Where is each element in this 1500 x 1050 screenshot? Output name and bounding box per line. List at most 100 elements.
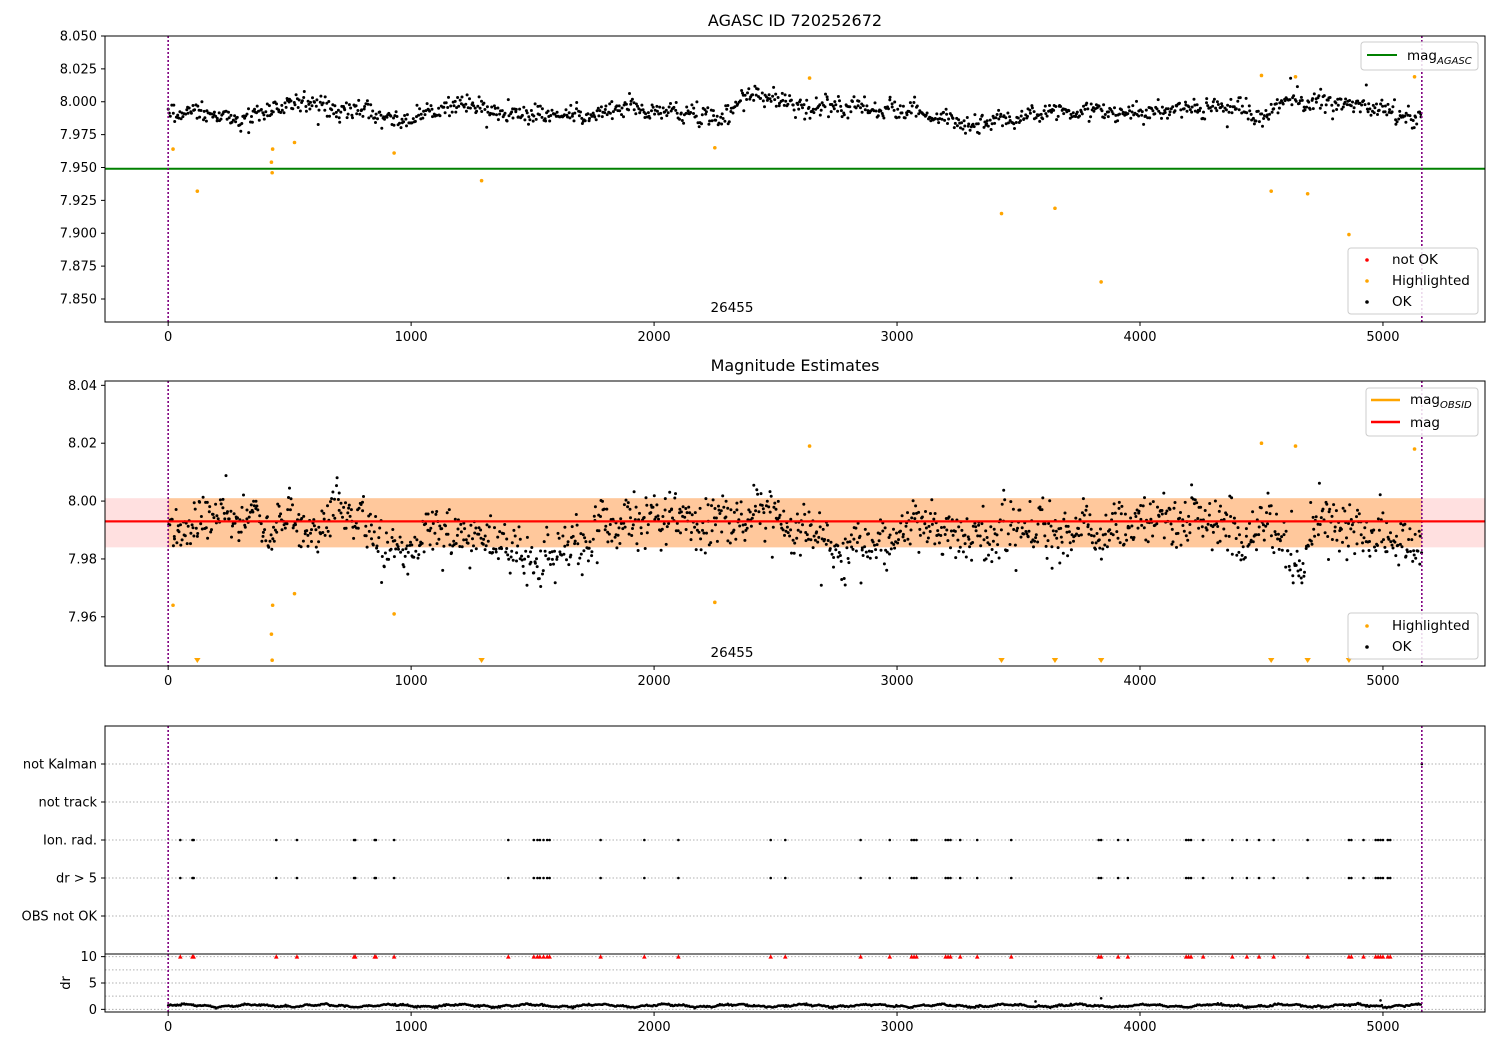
magnitude-ok-point	[795, 512, 799, 516]
magnitude-ok-point	[1108, 528, 1112, 532]
agasc-ok-point	[446, 106, 450, 109]
dr-limit-marker	[178, 954, 183, 959]
agasc-ok-point	[1206, 104, 1210, 108]
agasc-ok-point	[181, 115, 185, 119]
agasc-ok-point	[1026, 114, 1029, 118]
magnitude-ok-point	[412, 555, 416, 559]
agasc-ok-point	[196, 104, 200, 108]
legend-not-ok-marker	[1365, 258, 1369, 262]
dr-flag-point	[1257, 876, 1261, 880]
agasc-ok-point	[245, 112, 249, 116]
agasc-ok-point	[1215, 109, 1219, 113]
magnitude-ok-point	[344, 501, 347, 505]
agasc-ok-point	[736, 102, 740, 106]
agasc-ok-point	[769, 99, 773, 103]
magnitude-ok-point	[932, 517, 936, 521]
magnitude-ok-point	[1058, 561, 1062, 565]
agasc-ok-point	[599, 105, 603, 109]
dr-limit-marker	[273, 954, 279, 959]
magnitude-ok-point	[1237, 550, 1241, 554]
dr-limit-marker	[1361, 954, 1366, 959]
agasc-ok-point	[1375, 102, 1378, 106]
agasc-ok-point	[767, 93, 771, 97]
flag-label: not track	[38, 796, 97, 811]
agasc-ok-point	[378, 110, 382, 114]
magnitude-ok-point	[933, 542, 937, 546]
magnitude-ok-point	[309, 531, 312, 535]
magnitude-ok-point	[444, 524, 447, 528]
agasc-ok-point	[486, 110, 490, 114]
agasc-highlighted-point	[807, 76, 812, 80]
agasc-ok-point	[230, 120, 234, 124]
magnitude-ok-point	[799, 530, 803, 534]
agasc-ok-point	[812, 111, 816, 115]
magnitude-ok-point	[335, 484, 338, 488]
agasc-ok-point	[1220, 102, 1224, 106]
agasc-ok-point	[636, 104, 639, 108]
magnitude-ok-point	[288, 486, 291, 490]
magnitude-ok-point	[219, 502, 223, 506]
dr-limit-marker	[506, 954, 511, 959]
magnitude-ok-point	[504, 550, 508, 554]
agasc-ok-point	[398, 121, 401, 125]
magnitude-ok-point	[199, 515, 203, 518]
magnitude-ok-point	[223, 517, 227, 521]
agasc-ok-point	[423, 113, 427, 117]
magnitude-ok-point	[180, 538, 184, 542]
magnitude-ok-point	[619, 522, 623, 525]
magnitude-ok-point	[445, 511, 449, 515]
agasc-ok-point	[1157, 109, 1161, 113]
magnitude-ok-point	[918, 527, 922, 531]
magnitude-ok-point	[978, 534, 982, 538]
agasc-ok-point	[1381, 104, 1385, 108]
magnitude-ok-point	[795, 536, 799, 540]
magnitude-ok-point	[847, 561, 851, 565]
magnitude-ok-point	[1168, 507, 1172, 511]
agasc-ok-point	[422, 109, 426, 113]
agasc-ok-point	[1406, 104, 1410, 108]
agasc-ok-point	[914, 114, 918, 118]
magnitude-ok-point	[1087, 532, 1091, 536]
magnitude-ok-point	[1199, 505, 1203, 509]
agasc-ok-point	[1028, 108, 1032, 112]
magnitude-ok-point	[323, 533, 327, 537]
magnitude-ok-point	[1114, 523, 1118, 526]
agasc-ok-point	[382, 115, 386, 119]
magnitude-ok-point	[535, 565, 539, 569]
agasc-ok-point	[1345, 103, 1349, 107]
magnitude-ok-point	[1179, 511, 1182, 514]
agasc-ok-point	[622, 103, 626, 107]
agasc-ok-point	[879, 109, 883, 113]
magnitude-xtick-label: 3000	[880, 674, 913, 689]
magnitude-ok-point	[1118, 541, 1122, 545]
magnitude-ok-point	[863, 545, 867, 549]
agasc-ok-point	[389, 114, 393, 118]
ion-rad-flag-point	[1362, 838, 1365, 842]
magnitude-ok-point	[393, 539, 397, 543]
agasc-ok-point	[1225, 125, 1229, 129]
ion-rad-flag-point	[949, 838, 952, 842]
agasc-highlighted-point	[999, 211, 1004, 216]
agasc-ok-point	[533, 102, 537, 106]
agasc-ok-point	[600, 115, 604, 119]
magnitude-ok-point	[1170, 527, 1174, 531]
agasc-ok-point	[1369, 113, 1373, 117]
magnitude-ok-point	[929, 512, 932, 515]
agasc-ok-point	[1352, 110, 1356, 114]
magnitude-ok-point	[1149, 517, 1153, 521]
magnitude-ok-point	[732, 510, 736, 514]
magnitude-ok-point	[651, 505, 655, 509]
agasc-ok-point	[1317, 94, 1321, 98]
magnitude-ok-point	[777, 516, 781, 520]
magnitude-ok-point	[268, 539, 272, 543]
magnitude-ok-point	[1095, 532, 1099, 535]
magnitude-ok-point	[1257, 533, 1261, 537]
agasc-ok-point	[271, 110, 275, 114]
agasc-ok-point	[781, 98, 785, 102]
magnitude-ok-point	[377, 536, 381, 540]
magnitude-ok-point	[415, 538, 419, 542]
magnitude-ok-point	[846, 540, 850, 544]
agasc-ok-point	[1062, 112, 1066, 116]
agasc-ok-point	[255, 104, 259, 108]
agasc-ok-point	[804, 111, 808, 115]
